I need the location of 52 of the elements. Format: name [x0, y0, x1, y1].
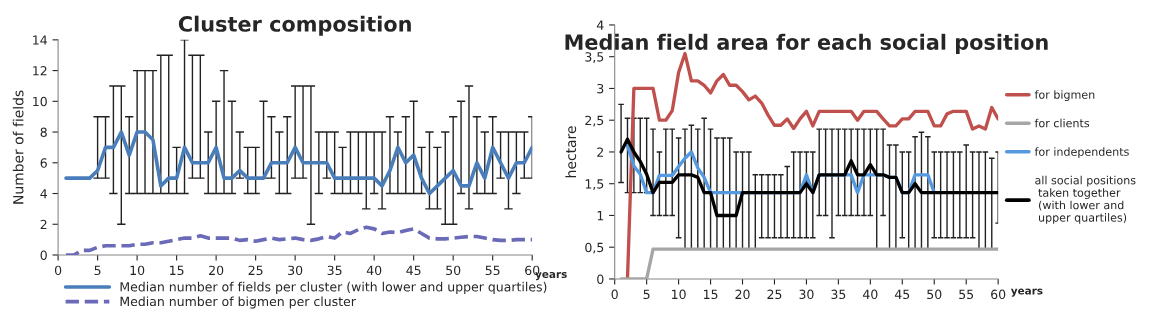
y-tick-label: 4 [596, 20, 604, 30]
chart-title: Cluster composition [178, 15, 411, 36]
y-tick-label: 8 [40, 127, 47, 137]
x-tick-label: 25 [248, 265, 263, 276]
x-tick-label: 60 [991, 289, 1006, 300]
y-tick-label: 10 [33, 96, 47, 107]
legend-label: Median number of fields per cluster (with lower and upper quartiles) [120, 281, 547, 294]
y-tick-label: 0,5 [585, 242, 604, 254]
x-tick-label: 0 [611, 289, 618, 300]
x-tick-label: 50 [446, 265, 461, 276]
x-tick-label: 0 [54, 265, 62, 276]
y-tick-label: 2 [597, 147, 604, 157]
x-tick-label: 30 [799, 289, 814, 300]
x-tick-label: 45 [894, 289, 910, 300]
x-tick-label: 5 [643, 289, 650, 300]
legend-label: all social positions taken together (with lower and upper quartiles) [1035, 175, 1136, 224]
x-tick-label: 55 [485, 265, 500, 276]
y-tick-label: 4 [40, 189, 47, 199]
y-tick-label: 2 [40, 219, 47, 229]
x-tick-label: 30 [288, 265, 303, 276]
x-tick-label: 25 [767, 289, 782, 300]
x-tick-label: 15 [703, 289, 718, 300]
y-tick-label: 0 [40, 250, 47, 260]
y-tick-label: 2,5 [585, 115, 604, 127]
x-tick-label: 40 [366, 265, 382, 276]
x-tick-label: 35 [327, 265, 342, 276]
legend-label: for bigmen [1034, 90, 1095, 101]
y-tick-label: 1 [597, 211, 604, 221]
x-tick-label: 10 [130, 265, 145, 276]
y-tick-label: 3 [597, 83, 604, 94]
x-tick-label: 50 [927, 289, 942, 300]
x-tick-label: 45 [406, 265, 421, 276]
y-axis-title: Number of fields [12, 90, 24, 204]
y-axis-title: hectare [565, 126, 577, 178]
legend-label: Median number of bigmen per cluster [120, 296, 356, 309]
x-tick-label: 55 [959, 289, 974, 300]
y-tick-label: 3,5 [585, 52, 604, 63]
x-tick-label: 40 [863, 289, 878, 300]
legend-label: for clients [1034, 118, 1090, 128]
x-axis-title: years [1010, 288, 1043, 297]
x-tick-label: 20 [735, 289, 750, 300]
x-tick-label: 20 [209, 265, 224, 276]
y-tick-label: 14 [33, 35, 47, 45]
x-tick-label: 5 [94, 265, 101, 276]
legend-label: for independents [1034, 147, 1129, 159]
y-tick-label: 0 [597, 274, 604, 284]
x-tick-label: 35 [831, 289, 846, 300]
x-tick-label: 10 [672, 289, 686, 300]
x-tick-label: 15 [170, 265, 184, 276]
y-tick-label: 6 [40, 158, 47, 168]
y-tick-label: 1,5 [585, 179, 604, 190]
y-tick-label: 12 [33, 66, 47, 76]
